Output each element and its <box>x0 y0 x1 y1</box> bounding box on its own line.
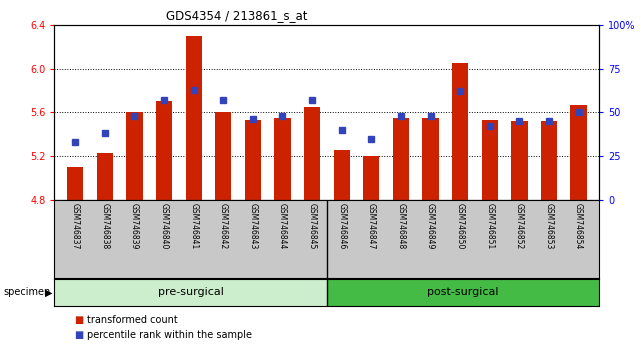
Bar <box>156 102 172 200</box>
Text: GSM746843: GSM746843 <box>248 203 258 250</box>
Bar <box>393 118 409 200</box>
Bar <box>215 112 231 200</box>
Text: GSM746847: GSM746847 <box>367 203 376 250</box>
Text: GSM746852: GSM746852 <box>515 203 524 249</box>
Text: ■: ■ <box>74 315 83 325</box>
Text: GSM746851: GSM746851 <box>485 203 494 249</box>
Bar <box>327 279 599 306</box>
Text: GSM746853: GSM746853 <box>544 203 553 250</box>
Bar <box>245 120 261 200</box>
Bar <box>422 118 438 200</box>
Text: GSM746844: GSM746844 <box>278 203 287 250</box>
Bar <box>570 105 587 200</box>
Text: GSM746841: GSM746841 <box>189 203 198 249</box>
Bar <box>333 150 350 200</box>
Text: specimen: specimen <box>3 287 51 297</box>
Bar <box>512 121 528 200</box>
Bar <box>481 120 498 200</box>
Text: post-surgical: post-surgical <box>428 287 499 297</box>
Text: transformed count: transformed count <box>87 315 178 325</box>
Text: GSM746848: GSM746848 <box>396 203 406 249</box>
Bar <box>97 153 113 200</box>
Text: GSM746839: GSM746839 <box>130 203 139 250</box>
Text: GSM746854: GSM746854 <box>574 203 583 250</box>
Bar <box>274 118 290 200</box>
Text: GSM746840: GSM746840 <box>160 203 169 250</box>
Text: GSM746845: GSM746845 <box>308 203 317 250</box>
Text: ▶: ▶ <box>45 287 53 297</box>
Bar <box>541 121 557 200</box>
Text: GSM746850: GSM746850 <box>456 203 465 250</box>
Text: GSM746842: GSM746842 <box>219 203 228 249</box>
Bar <box>304 107 320 200</box>
Text: GSM746846: GSM746846 <box>337 203 346 250</box>
Text: GDS4354 / 213861_s_at: GDS4354 / 213861_s_at <box>167 9 308 22</box>
Bar <box>54 279 327 306</box>
Text: GSM746837: GSM746837 <box>71 203 79 250</box>
Bar <box>185 36 202 200</box>
Bar <box>126 112 142 200</box>
Bar <box>67 167 83 200</box>
Bar <box>452 63 469 200</box>
Text: pre-surgical: pre-surgical <box>158 287 224 297</box>
Text: GSM746838: GSM746838 <box>101 203 110 249</box>
Text: GSM746849: GSM746849 <box>426 203 435 250</box>
Bar <box>363 156 379 200</box>
Text: percentile rank within the sample: percentile rank within the sample <box>87 330 251 339</box>
Text: ■: ■ <box>74 330 83 339</box>
